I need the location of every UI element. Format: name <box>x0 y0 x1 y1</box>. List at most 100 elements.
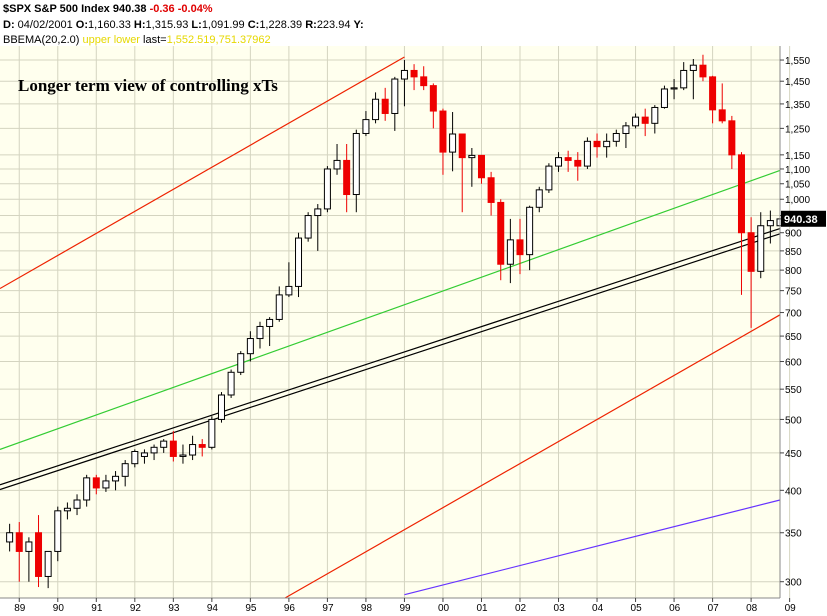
candle-down <box>458 133 466 159</box>
y-tick-label: 850 <box>785 247 802 258</box>
x-tick-label: 01 <box>476 603 488 614</box>
candle-down <box>487 177 495 203</box>
candle-down <box>574 159 582 167</box>
high-value: 1,315.93 <box>145 19 189 31</box>
candle-up <box>102 480 110 489</box>
candle-down <box>709 76 717 111</box>
candle-down <box>728 120 736 156</box>
y-tick-label: 1,050 <box>785 180 810 191</box>
candle-up <box>179 454 187 457</box>
candle-up <box>449 133 457 153</box>
candle-up <box>468 154 476 159</box>
trendline-green <box>0 169 781 450</box>
candle-up <box>295 237 303 287</box>
last-price-box <box>781 210 826 227</box>
trendline-black <box>0 233 781 491</box>
price-change-pct: -0.04% <box>177 3 213 15</box>
candle-down <box>169 440 177 457</box>
candle-down <box>92 477 100 489</box>
open-label: O: <box>75 19 89 31</box>
candle-up <box>131 450 139 465</box>
candle-up <box>352 132 360 196</box>
candle-up <box>545 165 553 191</box>
plot-area <box>0 46 780 598</box>
x-tick-label: 98 <box>361 603 373 614</box>
symbol-name: $SPX S&P 500 Index <box>3 3 110 15</box>
x-axis: 89 90 91 92 93 94 95 96 97 98 99 00 01 02 03 04 05 06 07 08… <box>14 598 796 614</box>
candle-up <box>372 98 380 121</box>
candle-up <box>304 215 312 239</box>
candle-down <box>381 98 389 114</box>
candle-up <box>189 444 197 456</box>
candle-up <box>217 394 225 420</box>
x-tick-label: 03 <box>554 603 566 614</box>
symbol-line: $SPX S&P 500 Index 940.38 -0.36 -0.04% <box>3 3 213 15</box>
candle-down <box>429 85 437 112</box>
candle-up <box>150 446 158 454</box>
y-tick-label: 1,350 <box>785 100 810 111</box>
candle-up <box>314 208 322 217</box>
candle-up <box>112 475 120 482</box>
candle-up <box>526 206 534 256</box>
y-label: Y: <box>353 19 364 31</box>
x-tick-label: 08 <box>746 603 758 614</box>
candles <box>6 54 784 589</box>
candle-up <box>612 132 620 142</box>
candle-up <box>362 119 370 134</box>
y-tick-label: 1,100 <box>785 165 810 176</box>
candle-down <box>410 69 418 78</box>
candle-down <box>497 201 505 265</box>
range-value: 223.94 <box>316 19 351 31</box>
candle-down <box>737 154 745 234</box>
x-tick-label: 89 <box>14 603 26 614</box>
trendline-purple <box>404 499 781 596</box>
candle-down <box>516 239 524 256</box>
candle-up <box>622 125 630 134</box>
lower-band-label: lower <box>113 34 140 46</box>
candle-up <box>651 106 659 124</box>
y-tick-label: 600 <box>785 358 802 369</box>
candle-down <box>593 140 601 148</box>
y-tick-label: 900 <box>785 229 802 240</box>
candle-up <box>227 371 235 396</box>
candle-up <box>256 325 264 340</box>
candle-up <box>237 353 245 373</box>
candle-up <box>555 157 563 167</box>
date-value: 04/02/2001 <box>17 19 73 31</box>
candle-up <box>400 69 408 80</box>
x-tick-label: 04 <box>592 603 604 614</box>
x-tick-label: 05 <box>631 603 643 614</box>
candle-up <box>632 116 640 127</box>
low-value: 1,091.99 <box>201 19 245 31</box>
candle-up <box>83 477 91 501</box>
date-label: D: <box>3 19 15 31</box>
trendline-red <box>284 314 781 599</box>
trendline-red <box>0 56 405 290</box>
indicator-name: BBEMA(20,2.0) <box>3 34 80 46</box>
chart-annotation: Longer term view of controlling xTs <box>18 76 278 95</box>
candle-up <box>160 440 168 448</box>
candle-up <box>603 140 611 148</box>
x-tick-label: 06 <box>669 603 681 614</box>
candle-up <box>689 64 697 71</box>
x-tick-label: 00 <box>438 603 450 614</box>
candle-up <box>670 87 678 90</box>
candle-down <box>477 154 485 179</box>
candle-down <box>343 159 351 196</box>
y-tick-label: 550 <box>785 385 802 396</box>
candle-down <box>718 109 726 122</box>
candle-up <box>660 88 668 108</box>
ohlc-line: D: 04/02/2001 O:1,160.33 H:1,315.93 L:1,… <box>3 19 364 31</box>
y-tick-label: 1,450 <box>785 77 810 88</box>
candle-up <box>323 168 331 210</box>
candle-up <box>766 220 774 227</box>
y-axis: 3003504004505005506006507007508008509009… <box>780 56 810 589</box>
x-tick-label: 97 <box>322 603 334 614</box>
y-tick-label: 800 <box>785 266 802 277</box>
price-change: -0.36 <box>149 3 175 15</box>
x-tick-label: 93 <box>168 603 180 614</box>
x-tick-label: 07 <box>708 603 720 614</box>
candle-down <box>564 157 572 161</box>
